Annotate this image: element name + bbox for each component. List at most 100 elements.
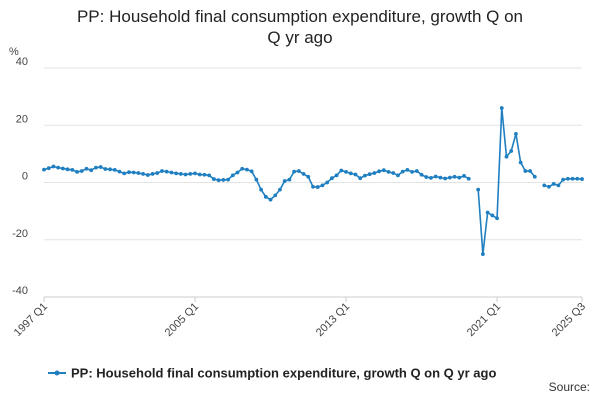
data-point bbox=[400, 169, 405, 174]
legend[interactable]: PP: Household final consumption expendit… bbox=[48, 366, 496, 381]
data-point bbox=[329, 176, 334, 181]
data-point bbox=[226, 177, 230, 182]
data-point bbox=[358, 176, 363, 181]
data-point bbox=[532, 174, 537, 179]
data-point bbox=[211, 177, 216, 181]
data-point bbox=[51, 164, 56, 169]
data-point bbox=[419, 172, 424, 177]
y-tick-label: 0 bbox=[22, 171, 28, 183]
data-point bbox=[282, 179, 287, 183]
data-point bbox=[178, 172, 183, 176]
data-point bbox=[202, 172, 207, 177]
data-point bbox=[174, 171, 179, 176]
data-point bbox=[344, 170, 348, 174]
data-point bbox=[94, 165, 98, 170]
data-point bbox=[429, 176, 433, 180]
data-point bbox=[367, 172, 372, 177]
data-point bbox=[476, 187, 481, 192]
data-point bbox=[103, 167, 108, 171]
x-tick-label: 2005 Q1 bbox=[163, 301, 201, 339]
data-point bbox=[70, 168, 75, 172]
data-point bbox=[480, 252, 485, 256]
data-point bbox=[424, 175, 429, 179]
x-tick-label: 2025 Q3 bbox=[550, 301, 588, 339]
data-point bbox=[556, 183, 561, 188]
data-point bbox=[188, 172, 193, 176]
data-point bbox=[169, 170, 174, 175]
data-point bbox=[485, 210, 490, 215]
data-point bbox=[131, 170, 136, 175]
data-point bbox=[254, 177, 259, 182]
data-point bbox=[565, 176, 570, 181]
data-point bbox=[197, 172, 202, 177]
data-point bbox=[183, 172, 188, 177]
data-point bbox=[160, 169, 164, 173]
data-point bbox=[311, 184, 315, 189]
data-point bbox=[551, 182, 556, 186]
data-point bbox=[504, 154, 509, 159]
data-point bbox=[292, 169, 297, 174]
line-layer bbox=[43, 107, 583, 255]
data-point bbox=[98, 165, 103, 169]
x-tick-label: 2021 Q1 bbox=[465, 301, 503, 339]
data-point bbox=[150, 172, 155, 176]
data-point bbox=[570, 176, 575, 181]
data-point bbox=[164, 169, 169, 174]
data-point bbox=[528, 169, 532, 173]
data-point bbox=[263, 194, 268, 199]
data-point bbox=[414, 169, 419, 173]
y-tick-label: 20 bbox=[16, 113, 28, 125]
data-point bbox=[386, 170, 391, 174]
data-point bbox=[216, 178, 221, 183]
data-point bbox=[259, 187, 263, 192]
data-point bbox=[509, 149, 514, 153]
data-point bbox=[155, 171, 160, 175]
data-point bbox=[433, 174, 438, 179]
data-point bbox=[372, 171, 377, 175]
data-point bbox=[249, 169, 254, 174]
data-point bbox=[518, 160, 523, 165]
chart-title: PP: Household final consumption expendit… bbox=[0, 6, 600, 48]
data-point bbox=[108, 167, 112, 172]
data-point bbox=[457, 175, 462, 180]
data-point bbox=[339, 168, 344, 173]
data-point bbox=[495, 216, 499, 221]
source-label: Source: bbox=[548, 380, 590, 394]
data-point bbox=[136, 171, 141, 175]
data-point bbox=[65, 167, 70, 172]
data-point bbox=[122, 171, 127, 176]
data-point bbox=[377, 169, 381, 174]
legend-marker bbox=[54, 370, 60, 376]
data-point bbox=[490, 213, 495, 218]
chart-title-line-1: PP: Household final consumption expendit… bbox=[76, 7, 524, 26]
data-point bbox=[542, 183, 547, 188]
data-point bbox=[353, 172, 358, 177]
data-point bbox=[84, 166, 89, 171]
data-point bbox=[240, 166, 245, 171]
data-point bbox=[334, 173, 339, 178]
data-point bbox=[443, 176, 448, 181]
data-point bbox=[60, 166, 65, 171]
data-point bbox=[580, 177, 584, 181]
data-point bbox=[561, 177, 566, 182]
point-layer bbox=[42, 106, 584, 256]
data-point bbox=[230, 173, 235, 178]
data-point bbox=[273, 193, 278, 198]
data-point bbox=[306, 174, 311, 179]
data-point bbox=[438, 175, 443, 180]
data-point bbox=[141, 172, 146, 176]
data-point bbox=[56, 165, 61, 170]
data-point bbox=[287, 177, 292, 182]
data-point bbox=[145, 173, 150, 177]
data-point bbox=[112, 168, 117, 172]
data-point bbox=[75, 170, 79, 174]
data-point bbox=[221, 178, 226, 182]
grid-layer bbox=[44, 67, 582, 298]
y-tick-label: -40 bbox=[12, 285, 28, 297]
y-tick-label: -20 bbox=[12, 228, 28, 240]
series-line bbox=[477, 107, 536, 255]
data-point bbox=[127, 170, 131, 175]
data-point bbox=[207, 173, 212, 178]
y-tick-label: 40 bbox=[16, 56, 28, 68]
